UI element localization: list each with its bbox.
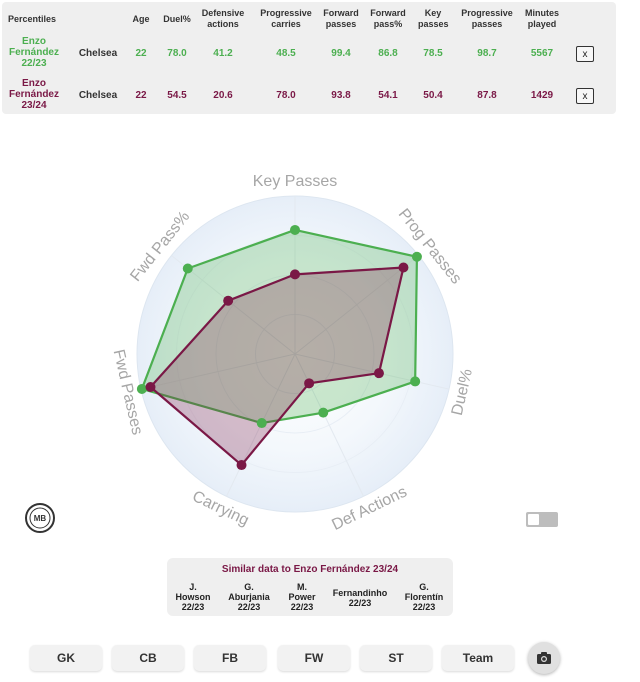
radar-series (136, 224, 422, 471)
radar-data-point[interactable] (182, 263, 193, 274)
radar-data-point[interactable] (398, 262, 409, 273)
age-value: 22 (135, 90, 147, 101)
minutes-value: 5567 (530, 48, 554, 59)
toggle-knob (528, 514, 539, 525)
team-name: Chelsea (78, 90, 118, 101)
radar-data-point[interactable] (136, 383, 147, 394)
key-passes-value: 50.4 (423, 90, 443, 101)
radar-data-point[interactable] (290, 224, 300, 235)
similar-player[interactable]: G. Florentín 22/23 (399, 582, 449, 612)
forward-pass-pct-value: 86.8 (378, 48, 398, 59)
radar-axis-label: Key Passes (253, 173, 337, 190)
similar-player-line: J. (189, 582, 197, 592)
radar-axis-label: Duel% (449, 367, 476, 417)
age-value: 22 (135, 48, 147, 59)
radar-spoke (171, 255, 296, 355)
similar-player-line: G. (244, 582, 254, 592)
radar-data-point[interactable] (236, 460, 247, 471)
similar-player-line: Florentín (404, 592, 444, 602)
similar-player-line: M. (297, 582, 307, 592)
radar-series-area (140, 228, 419, 425)
radar-series-area (149, 266, 405, 467)
header-duel: Duel% (163, 14, 191, 24)
radar-spoke (140, 353, 296, 390)
duel-value: 78.0 (167, 48, 187, 59)
forward-passes-value: 93.8 (331, 90, 351, 101)
position-button-gk[interactable]: GK (30, 645, 102, 671)
similar-player-line: G. (419, 582, 429, 592)
header-age: Age (132, 14, 150, 24)
radar-data-point[interactable] (318, 407, 329, 418)
header-defensive-actions: Defensive actions (201, 8, 245, 29)
similar-player-line: 22/23 (237, 602, 261, 612)
radar-data-point[interactable] (145, 381, 156, 392)
forward-passes-value: 99.4 (331, 48, 351, 59)
carries-value: 78.0 (276, 90, 296, 101)
position-button-st[interactable]: ST (360, 645, 432, 671)
player-name: Enzo Fernández 22/23 (8, 36, 59, 69)
mb-logo-icon: MB (25, 503, 55, 533)
camera-icon (537, 652, 551, 664)
remove-row-button[interactable]: x (576, 46, 594, 62)
similar-player-line: Aburjania (228, 592, 270, 602)
carries-value: 48.5 (276, 48, 296, 59)
logo-text: MB (34, 514, 47, 523)
player-name: Enzo Fernández 23/24 (8, 78, 59, 111)
similar-player[interactable]: J. Howson 22/23 (173, 582, 213, 612)
similar-player[interactable]: G. Aburjania 22/23 (223, 582, 275, 612)
minutes-value: 1429 (530, 90, 554, 101)
header-key-passes: Key passes (418, 8, 449, 29)
progressive-passes-value: 98.7 (477, 48, 497, 59)
header-progressive-passes: Progressive passes (461, 8, 513, 29)
defensive-value: 20.6 (213, 90, 233, 101)
similar-player[interactable]: Fernandinho 22/23 (329, 588, 391, 608)
radar-data-point[interactable] (223, 295, 234, 306)
header-progressive-carries: Progressive carries (260, 8, 312, 29)
similar-player-line: 22/23 (181, 602, 205, 612)
similar-title: Similar data to Enzo Fernández 23/24 (221, 564, 399, 575)
position-button-cb[interactable]: CB (112, 645, 184, 671)
remove-row-button[interactable]: x (576, 88, 594, 104)
radar-data-point[interactable] (373, 368, 384, 379)
toggle-switch[interactable] (526, 512, 558, 527)
radar-data-point[interactable] (256, 418, 267, 429)
similar-player-line: 22/23 (348, 598, 372, 608)
radar-data-point[interactable] (290, 269, 300, 280)
team-name: Chelsea (78, 48, 118, 59)
position-button-fb[interactable]: FB (194, 645, 266, 671)
position-button-team[interactable]: Team (442, 645, 514, 671)
similar-player-line: Howson (175, 592, 211, 602)
position-button-fw[interactable]: FW (278, 645, 350, 671)
header-forward-passes: Forward passes (323, 8, 359, 29)
similar-player-line: 22/23 (290, 602, 314, 612)
radar-spoke (294, 255, 419, 355)
radar-data-point[interactable] (410, 376, 421, 387)
similar-player-line: Power (288, 592, 316, 602)
similar-player[interactable]: M. Power 22/23 (281, 582, 323, 612)
defensive-value: 41.2 (213, 48, 233, 59)
similar-player-line: 22/23 (412, 602, 436, 612)
header-percentiles: Percentiles (8, 14, 57, 24)
progressive-passes-value: 87.8 (477, 90, 497, 101)
radar-data-point[interactable] (411, 251, 422, 262)
forward-pass-pct-value: 54.1 (378, 90, 398, 101)
screenshot-button[interactable] (528, 642, 560, 674)
similar-player-line: Fernandinho (332, 588, 388, 598)
header-minutes-played: Minutes played (524, 8, 559, 29)
header-forward-pass-pct: Forward pass% (370, 8, 406, 29)
similar-players-panel: Similar data to Enzo Fernández 23/24 J. … (167, 558, 453, 616)
key-passes-value: 78.5 (423, 48, 443, 59)
duel-value: 54.5 (167, 90, 187, 101)
radar-spoke (294, 353, 365, 497)
radar-spoke (294, 353, 450, 390)
radar-data-point[interactable] (304, 378, 315, 389)
percentiles-table: Percentiles Age Duel% Defensive actions … (2, 2, 616, 114)
